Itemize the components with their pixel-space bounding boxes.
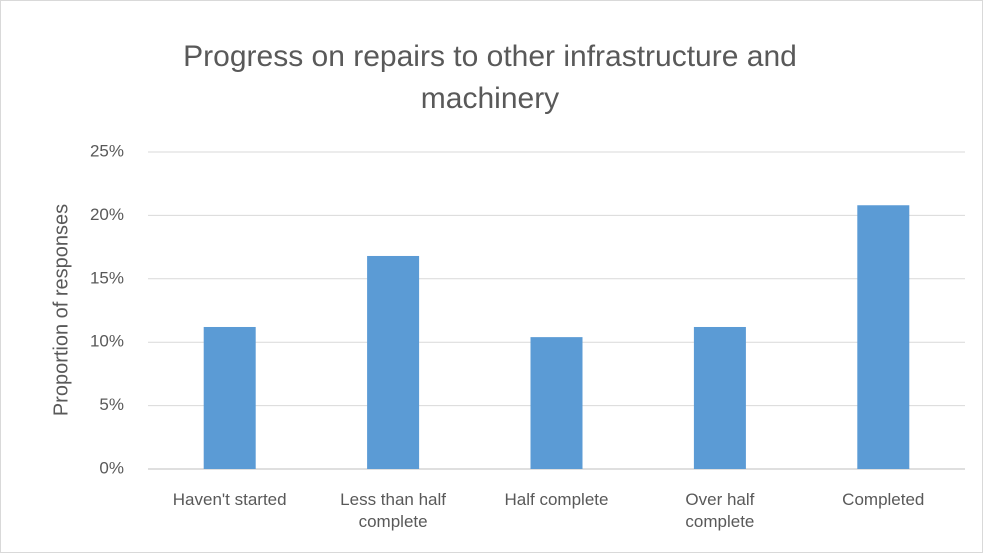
y-tick-label: 10% (90, 332, 124, 351)
y-tick-label: 25% (90, 141, 124, 160)
y-tick-label: 15% (90, 268, 124, 287)
y-tick-label: 0% (99, 458, 124, 477)
bar (530, 337, 583, 469)
x-tick-box: Half complete (504, 490, 609, 509)
title-box: Progress on repairs to other infrastruct… (183, 40, 797, 115)
bar (693, 326, 746, 469)
x-tick-label: Completed (842, 490, 925, 509)
y-axis-label: Proportion of responses (50, 204, 72, 416)
chart-title: Progress on repairs to other infrastruct… (183, 40, 797, 115)
x-tick-box: Less than half complete (340, 490, 447, 531)
y-tick-label: 20% (90, 205, 124, 224)
x-tick-label: Over half complete (685, 490, 755, 531)
x-tick-label: Half complete (504, 490, 609, 509)
y-tick-label: 5% (99, 395, 124, 414)
x-tick-box: Haven't started (172, 490, 287, 509)
x-tick-label: Less than half complete (340, 490, 447, 531)
bar (857, 205, 910, 470)
x-tick-box: Over half complete (685, 490, 755, 531)
x-tick-label: Haven't started (172, 490, 287, 509)
bar (203, 326, 256, 469)
bar (367, 255, 420, 469)
x-tick-box: Completed (842, 490, 925, 509)
